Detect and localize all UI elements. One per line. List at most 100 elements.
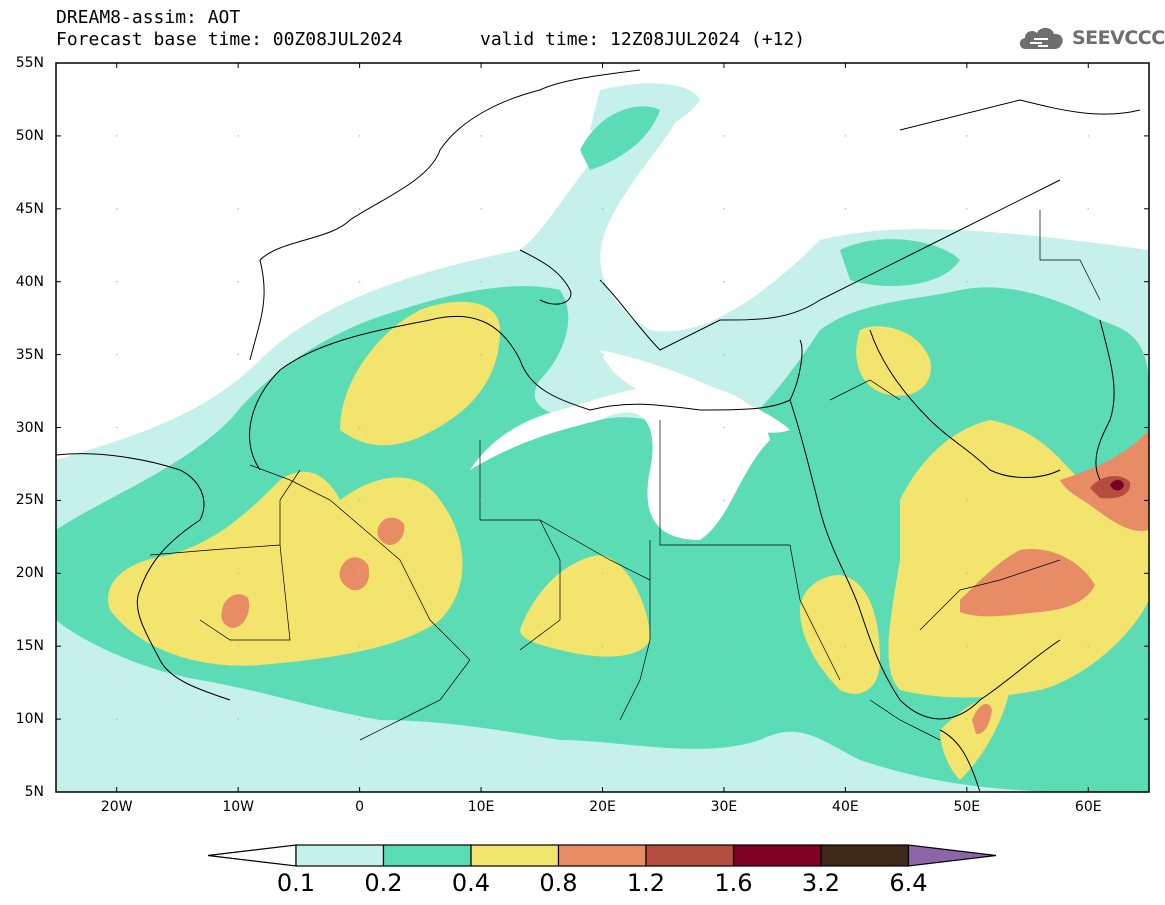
grid-dot (1087, 280, 1090, 283)
grid-dot (1087, 208, 1090, 210)
grid-dot (358, 572, 361, 575)
grid-dot (966, 353, 968, 356)
colorbar-label: 0.2 (364, 869, 403, 897)
lat-label: 15N (15, 638, 44, 655)
grid-dot (480, 135, 482, 137)
lat-label: 10N (15, 711, 44, 728)
lat-label: 35N (15, 346, 44, 363)
lon-label: 50E (953, 799, 981, 815)
grid-dot (723, 353, 725, 356)
grid-dot (237, 135, 239, 137)
lat-label: 40N (15, 273, 44, 290)
lon-label: 60E (1074, 799, 1102, 815)
grid-dot (723, 645, 725, 647)
grid-dot (844, 645, 847, 647)
lat-label: 45N (15, 200, 44, 217)
grid-dot (358, 499, 361, 502)
grid-dot (115, 499, 118, 502)
grid-dot (358, 645, 361, 647)
cloud-icon (1019, 27, 1063, 49)
grid-dot (723, 280, 725, 283)
grid-dot (115, 135, 118, 137)
grid-dot (1087, 718, 1090, 720)
colorbar-label: 3.2 (801, 869, 841, 897)
grid-dot (358, 353, 361, 356)
grid-dot (237, 426, 239, 429)
grid-dot (966, 135, 968, 137)
grid-dot (1087, 499, 1090, 502)
grid-dot (115, 572, 118, 575)
grid-dot (966, 499, 968, 502)
grid-dot (358, 426, 361, 429)
grid-dot (115, 645, 118, 647)
grid-dot (601, 208, 604, 210)
colorbar-bin-3 (470, 844, 560, 867)
grid-dot (723, 426, 725, 429)
colorbar-label: 6.4 (889, 869, 928, 897)
coastlines (56, 69, 1141, 792)
grid-dot (601, 353, 604, 356)
grid-dot (480, 353, 482, 356)
grid-dot (844, 208, 847, 210)
grid-dot (237, 280, 239, 283)
grid-dot (1087, 135, 1090, 137)
colorbar (207, 844, 997, 867)
grid-dot (966, 208, 968, 210)
lon-label: 20E (589, 799, 616, 815)
grid-dot (237, 645, 239, 647)
lon-label: 40E (832, 799, 859, 815)
forecast-base-time: Forecast base time: 00Z08JUL2024 (56, 29, 403, 50)
grid-dot (1087, 645, 1090, 647)
lat-label: 20N (15, 565, 44, 582)
grid-dot (844, 499, 847, 502)
colorbar-bin-6 (732, 844, 822, 867)
grid-dot (115, 718, 118, 720)
grid-dot (115, 208, 118, 210)
valid-time: valid time: 12Z08JUL2024 (+12) (480, 29, 806, 50)
grid-dot (723, 208, 725, 210)
grid-dot (723, 718, 725, 720)
lat-label: 5N (24, 784, 44, 800)
grid-dot (601, 426, 604, 429)
grid-dot (601, 645, 604, 647)
logo-text: SEEVCCC (1072, 27, 1165, 49)
grid-dot (358, 135, 361, 137)
grid-dot (601, 499, 604, 502)
grid-dot (966, 572, 968, 575)
colorbar-bin-4 (557, 844, 647, 867)
colorbar-bin-7 (820, 844, 910, 867)
grid-dot (844, 353, 847, 356)
grid-dot (115, 353, 118, 356)
grid-dot (1087, 572, 1090, 575)
grid-dot (480, 645, 482, 647)
colorbar-label: 0.4 (451, 869, 491, 897)
grid-dot (723, 499, 725, 502)
grid-dot (115, 426, 118, 429)
grid-dot (237, 353, 239, 356)
grid-dot (1087, 426, 1090, 429)
colorbar-bin-1 (295, 844, 385, 867)
aot-band-1.6 (1110, 479, 1124, 491)
grid-dot (966, 426, 968, 429)
grid-dot (237, 499, 239, 502)
colorbar-bin-2 (382, 844, 472, 867)
colorbar-bin-5 (645, 844, 735, 867)
colorbar-label: 0.1 (276, 869, 316, 897)
grid-dot (601, 718, 604, 720)
grid-dot (844, 718, 847, 720)
grid-dot (237, 718, 239, 720)
grid-dot (723, 572, 725, 575)
grid-dot (966, 280, 968, 283)
grid-dot (480, 572, 482, 575)
colorbar-under-arrow (207, 844, 297, 867)
grid-dot (480, 280, 482, 283)
grid-dot (480, 718, 482, 720)
colorbar-over-arrow (907, 844, 997, 867)
lon-label: 10E (467, 799, 495, 815)
lat-label: 30N (15, 419, 44, 436)
grid-dot (601, 572, 604, 575)
colorbar-label: 0.8 (539, 869, 578, 897)
grid-dot (358, 718, 361, 720)
lat-label: 55N (15, 55, 44, 71)
grid-dot (480, 499, 482, 502)
